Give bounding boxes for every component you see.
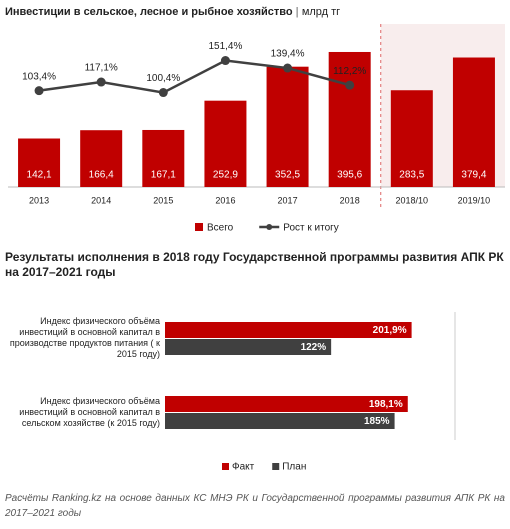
- chart2-title: Результаты исполнения в 2018 году Госуда…: [5, 250, 504, 279]
- legend-swatch: [222, 463, 229, 470]
- subtitle: млрд тг: [302, 6, 340, 18]
- bar: [165, 322, 412, 338]
- x-tick-label: 2018: [340, 195, 360, 205]
- legend-swatch: [195, 223, 203, 231]
- bar: [266, 66, 309, 187]
- data-label: 395,6: [337, 170, 362, 181]
- marker: [345, 80, 355, 90]
- bar: [165, 339, 332, 355]
- data-label: 166,4: [89, 170, 114, 181]
- bar: [328, 51, 371, 188]
- bar: [165, 396, 408, 412]
- legend-label: Факт: [232, 462, 255, 473]
- source: Расчёты Ranking.kz на основе данных КС М…: [5, 493, 505, 519]
- marker: [34, 86, 44, 96]
- x-tick-label: 2018/10: [396, 195, 429, 205]
- marker: [158, 88, 168, 98]
- bar: [165, 413, 395, 429]
- data-label: 142,1: [27, 170, 52, 181]
- marker: [220, 56, 230, 66]
- marker: [283, 63, 293, 73]
- x-tick-label: 2016: [215, 195, 235, 205]
- bar: [390, 90, 433, 187]
- x-tick-label: 2014: [91, 195, 111, 205]
- data-label: 185%: [364, 416, 390, 427]
- bar: [452, 57, 495, 188]
- bar: [18, 138, 61, 187]
- legend-label: Рост к итогу: [283, 223, 339, 234]
- line: [38, 59, 351, 94]
- data-label: 283,5: [399, 170, 424, 181]
- data-label: 122%: [301, 342, 327, 353]
- bar: [142, 129, 185, 187]
- data-label: 117,1%: [85, 63, 118, 74]
- legend-swatch: [272, 463, 280, 470]
- category-label: Индекс физического объёма инвестиций в о…: [19, 396, 160, 428]
- legend-label: План: [282, 462, 306, 473]
- marker: [96, 77, 106, 87]
- x-tick-label: 2013: [29, 195, 49, 205]
- data-label: 201,9%: [373, 325, 407, 336]
- bar: [204, 100, 247, 187]
- data-label: 139,4%: [271, 49, 305, 60]
- data-label: 252,9: [213, 170, 238, 181]
- x-tick-label: 2017: [278, 195, 298, 205]
- chart-title: Инвестиции в сельское, лесное и рыбное х…: [5, 6, 340, 18]
- title: Инвестиции в сельское, лесное и рыбное х…: [5, 6, 293, 18]
- data-label: 100,4%: [146, 73, 180, 84]
- sep: |: [293, 6, 302, 18]
- data-label: 352,5: [275, 170, 300, 181]
- data-label: 379,4: [461, 170, 486, 181]
- legend-label: Всего: [207, 223, 234, 234]
- x-tick-label: 2019/10: [458, 195, 491, 205]
- category-label: Индекс физического объёма инвестиций в о…: [9, 316, 160, 359]
- x-tick-label: 2015: [153, 195, 173, 205]
- bar: [80, 130, 123, 187]
- data-label: 151,4%: [208, 41, 242, 52]
- data-label: 167,1: [151, 170, 176, 181]
- legend-swatch: [266, 224, 273, 230]
- data-label: 198,1%: [369, 399, 403, 410]
- data-label: 103,4%: [22, 71, 56, 82]
- data-label: 112,2%: [333, 66, 366, 77]
